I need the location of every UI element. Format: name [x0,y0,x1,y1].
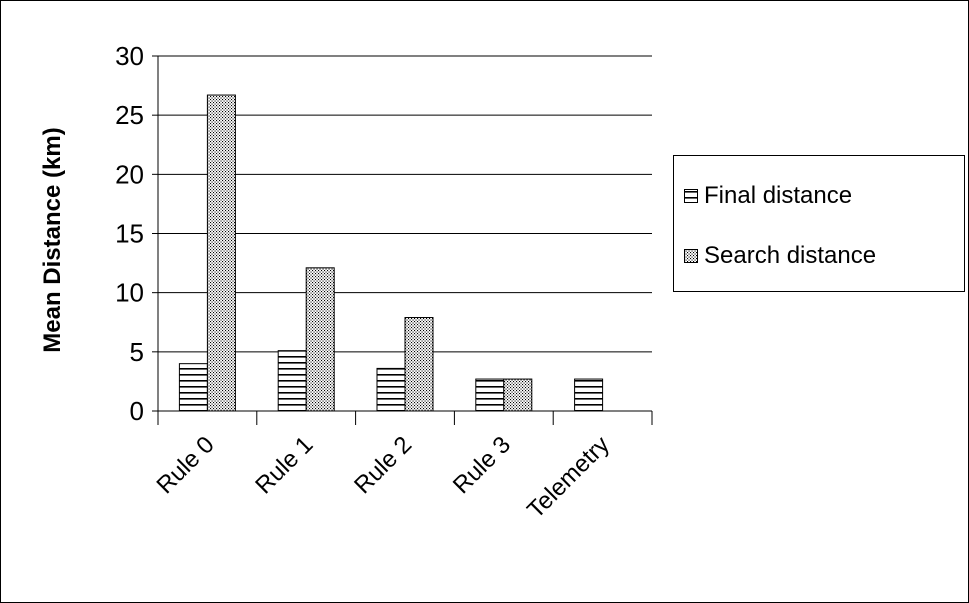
x-tick-label: Rule 0 [151,431,219,499]
bar-search-distance-rule-1 [305,267,335,412]
gridlines [158,55,652,353]
y-tick-label: 30 [115,41,144,71]
x-tick-label: Rule 3 [448,431,516,499]
legend-label-final-distance: Final distance [704,182,853,209]
y-axis-label: Mean Distance (km) [39,127,66,352]
bar-final-distance-rule-1 [277,350,307,412]
x-tick-label: Rule 1 [250,431,318,499]
bar-search-distance-rule-0 [206,94,236,412]
bars [178,94,604,412]
y-tick-label: 20 [115,159,144,189]
y-tick-label: 0 [130,396,144,426]
bar-final-distance-rule-3 [475,378,505,412]
y-tick-label: 5 [130,337,144,367]
bar-final-distance-rule-2 [376,367,406,412]
final-distance-swatch-icon [684,189,698,203]
bar-final-distance-rule-0 [178,363,208,412]
legend: Final distance Search distance [673,155,965,292]
axes: 0 5 10 15 20 25 30 Rule 0 Rule 1 Rule 2 Rule 3 Tele… [115,41,653,524]
search-distance-swatch-icon [684,249,698,263]
x-tick-label: Telemetry [522,431,615,524]
bar-search-distance-rule-2 [404,317,434,412]
y-tick-label: 10 [115,278,144,308]
y-tick-label: 15 [115,219,144,249]
bar-search-distance-rule-3 [503,378,533,412]
y-tick-label: 25 [115,100,144,130]
bar-final-distance-telemetry [574,378,604,412]
legend-label-search-distance: Search distance [704,242,877,269]
x-tick-label: Rule 2 [349,431,417,499]
legend-item-final-distance: Final distance [684,181,852,211]
legend-item-search-distance: Search distance [684,241,876,271]
